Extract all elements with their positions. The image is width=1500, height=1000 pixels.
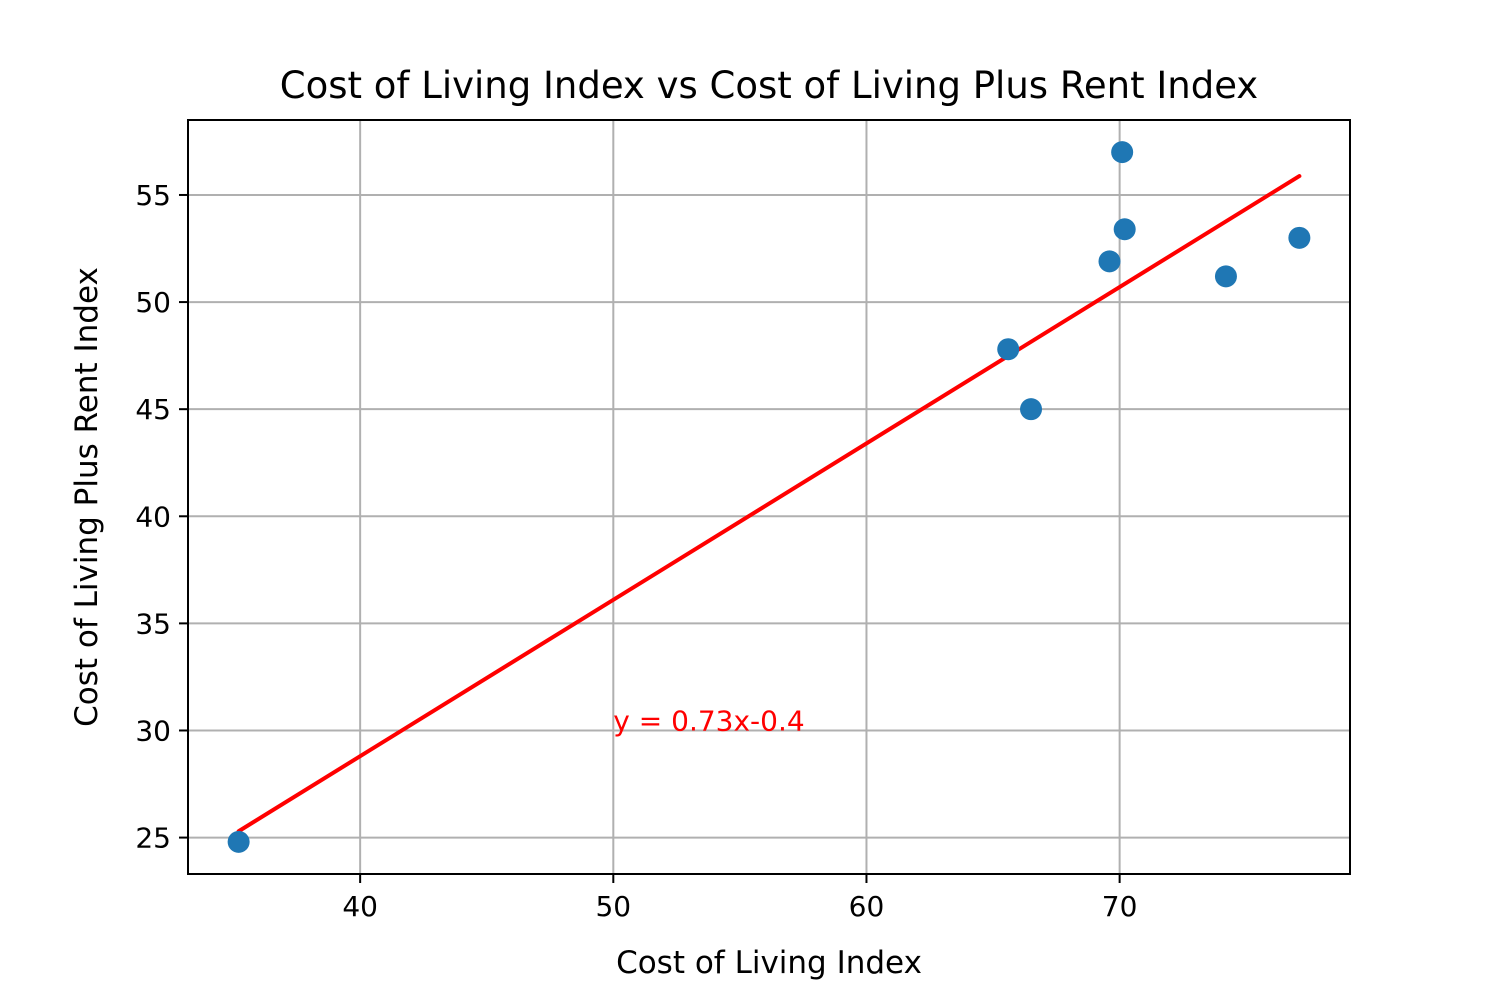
axis-ticks: 40 50 60 70 25 30 35 40 45 50 55 (135, 179, 1137, 923)
y-tick-label: 55 (135, 179, 171, 212)
y-axis-label: Cost of Living Plus Rent Index (69, 267, 105, 727)
scatter-point (1214, 265, 1237, 288)
fit-line (236, 174, 1302, 834)
scatter-point (1111, 141, 1134, 164)
y-tick-label: 40 (135, 500, 171, 533)
scatter-point (227, 830, 250, 853)
x-tick-label: 70 (1102, 890, 1138, 923)
scatter-point (1098, 250, 1121, 273)
y-tick-label: 25 (135, 822, 171, 855)
scatter-point (1113, 218, 1136, 241)
grid (188, 120, 1350, 874)
chart-title: Cost of Living Index vs Cost of Living P… (280, 64, 1258, 107)
x-axis-label: Cost of Living Index (616, 945, 922, 981)
scatter-point (1020, 398, 1043, 421)
y-tick-label: 45 (135, 393, 171, 426)
x-tick-label: 60 (849, 890, 885, 923)
plot-frame (187, 119, 1351, 875)
points-group (227, 141, 1311, 853)
scatter-point (997, 338, 1020, 361)
equation-annotation: y = 0.73x-0.4 (613, 704, 804, 737)
scatter-point (1288, 226, 1311, 249)
fit-line-group (236, 174, 1302, 834)
x-tick-label: 40 (342, 890, 378, 923)
y-tick-label: 50 (135, 286, 171, 319)
y-tick-label: 35 (135, 607, 171, 640)
y-tick-label: 30 (135, 714, 171, 747)
x-tick-label: 50 (595, 890, 631, 923)
